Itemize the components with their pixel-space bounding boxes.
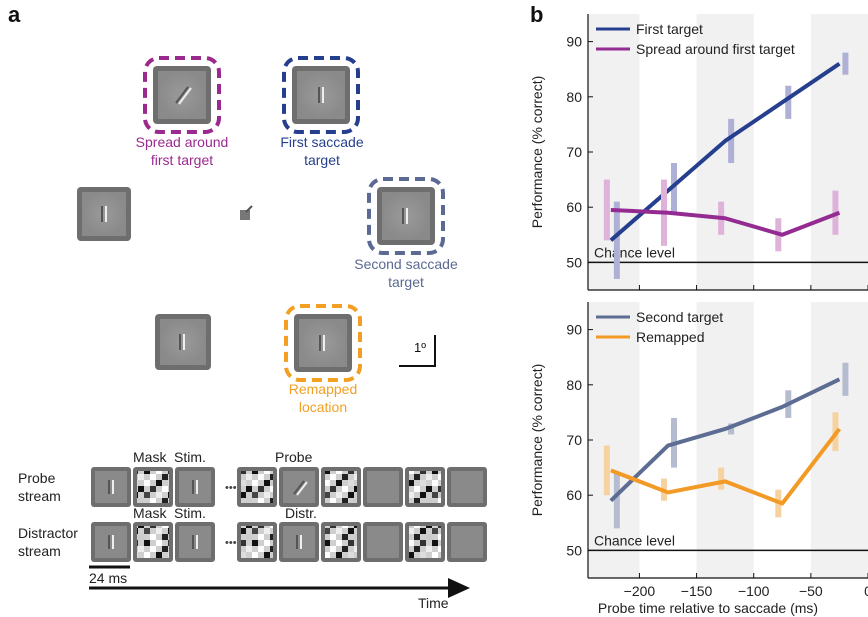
x-tick-label: −200 [624,583,656,599]
y-axis-label: Performance (% correct) [529,76,545,228]
probe-stream-ellipsis: ••• [225,482,237,494]
shaded-bin-1 [696,302,754,578]
time-arrow-head [448,578,470,598]
shaded-bin-0 [588,14,640,290]
left-stimulus [77,187,131,241]
shaded-bin-1 [696,14,754,290]
y-tick-label: 60 [566,487,582,503]
x-tick-label: −50 [799,583,823,599]
series-line-1 [610,427,842,506]
x-tick-label: 0 [864,583,868,599]
y-tick-label: 60 [566,199,582,215]
second-target-label-line2: target [388,274,424,290]
error-bar-0 [728,118,735,164]
error-bar-0 [785,85,792,119]
distractor-stream-label-line2: stream [18,543,61,559]
distractor-mask-label: Mask [133,505,167,521]
legend-label-1: Remapped [636,329,705,345]
error-bar-0 [842,362,849,396]
distractor-stim-label: Stim. [174,505,206,521]
spread-label-line2: first target [151,152,213,168]
series-line-1 [610,207,841,237]
error-bar-1 [718,467,725,490]
error-bar-0 [613,473,620,529]
y-tick-label: 70 [566,144,582,160]
fixation-point [240,205,253,220]
shaded-bin-0 [588,302,640,578]
y-tick-label: 90 [566,34,582,50]
probe-stream-label-line1: Probe [18,470,56,486]
error-bar-1 [603,445,610,496]
shaded-bin-2 [810,302,868,578]
y-tick-label: 70 [566,432,582,448]
x-axis-label: Probe time relative to saccade (ms) [598,600,818,616]
remapped-label-line1: Remapped [289,381,358,397]
y-tick-label: 50 [566,542,582,558]
y-tick-label: 80 [566,89,582,105]
lower-left-stimulus [155,314,211,370]
legend-label-0: First target [636,21,703,37]
panel-a-letter: a [8,2,21,27]
spread-stimulus [143,56,221,134]
first-target-label-line2: target [304,152,340,168]
probe-mask-label: Mask [133,449,167,465]
distractor-stream-frames: ••• [91,522,487,562]
error-bar-0 [613,201,620,279]
remapped-label-line2: location [299,399,347,415]
series-line-0 [609,377,841,503]
shaded-bin-2 [810,14,868,290]
chart-second-target: 50 60 70 80 90 −200 −150 −100 −50 0 Chance level Se… [529,302,868,616]
time-label: Time [418,595,449,611]
remapped-stimulus [284,304,362,382]
series-line-0 [609,62,841,242]
x-tick-label: −100 [738,583,770,599]
panel-a-schematic: Spread around first target First saccade… [18,56,487,611]
x-tick-label: −150 [681,583,713,599]
legend-label-0: Second target [636,309,723,325]
error-bar-0 [728,423,735,435]
probe-stim-label: Stim. [174,449,206,465]
y-tick-label: 90 [566,322,582,338]
legend-label-1: Spread around first target [636,41,795,57]
panel-b-charts: 50 60 70 80 90 Chance level First target Spread… [529,14,868,616]
probe-stream-frames: ••• [91,467,487,507]
spread-dashed-outline [143,56,221,134]
y-tick-label: 80 [566,377,582,393]
y-axis-label: Performance (% correct) [529,364,545,516]
first-target-label-line1: First saccade [280,134,363,150]
chance-label: Chance level [594,532,675,548]
scale-bar: 1º [399,335,436,367]
distractor-stream-label-line1: Distractor [18,525,78,541]
distractor-distr-label: Distr. [285,505,317,521]
second-target-stimulus [367,177,445,255]
remapped-dashed-outline [284,304,362,382]
y-tick-label: 50 [566,254,582,270]
second-target-dashed-outline [367,177,445,255]
error-bar-1 [603,179,610,241]
error-bar-0 [842,52,849,75]
chart-first-target: 50 60 70 80 90 Chance level First target Spread… [529,14,868,291]
panel-b-letter: b [530,2,544,27]
spread-label-line1: Spread around [136,134,229,150]
distractor-stream-ellipsis: ••• [225,537,237,549]
probe-stream-label-line2: stream [18,488,61,504]
probe-label: Probe [275,449,313,465]
first-target-dashed-outline [282,56,360,134]
first-target-stimulus [282,56,360,134]
second-target-label-line1: Second saccade [354,256,458,272]
scale-bar-label: 1º [414,340,426,355]
duration-label: 24 ms [89,570,127,586]
chance-label: Chance level [594,244,675,260]
